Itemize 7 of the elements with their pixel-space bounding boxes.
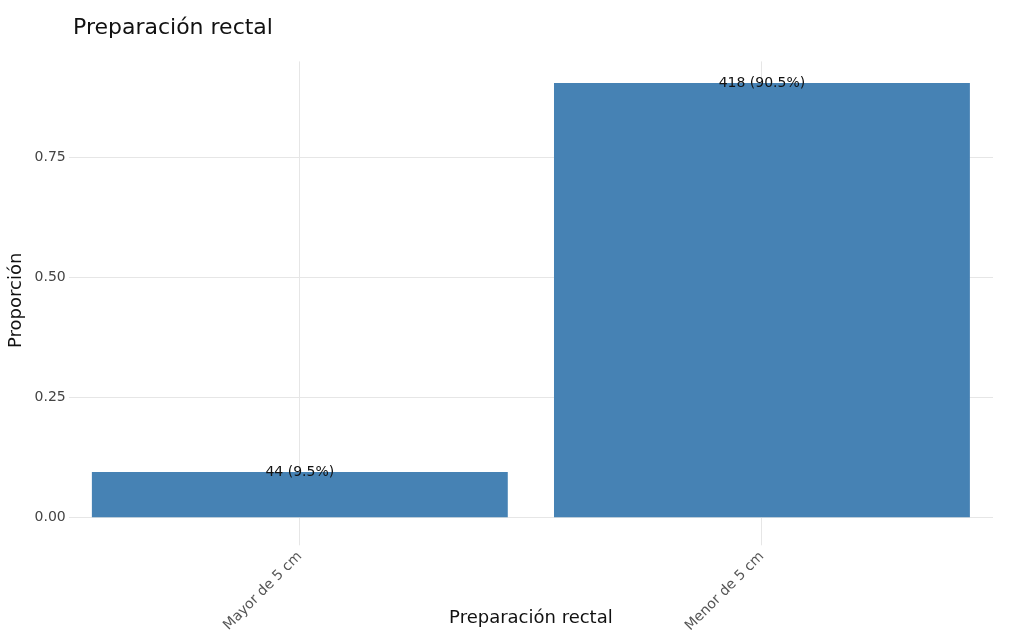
x-axis-title: Preparación rectal xyxy=(449,605,613,627)
y-tick-label: 0.75 xyxy=(34,148,66,165)
y-axis-title: Proporción xyxy=(4,252,26,349)
y-tick-label: 0.50 xyxy=(34,268,66,285)
chart-title: Preparación rectal xyxy=(73,14,273,39)
y-tick-label: 0.00 xyxy=(34,508,66,525)
y-tick-label: 0.25 xyxy=(34,388,66,405)
